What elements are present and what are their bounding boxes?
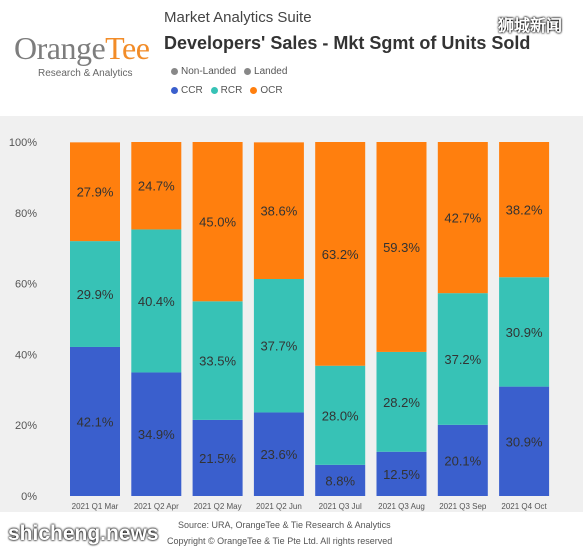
legend-label: Non-Landed <box>181 66 237 77</box>
legend-item-rcr[interactable]: RCR <box>210 85 243 96</box>
bar-segment-ocr[interactable] <box>437 142 488 294</box>
suite-name: Market Analytics Suite <box>164 9 312 26</box>
data-label: 37.7% <box>260 339 297 354</box>
legend-dot-ccr <box>171 87 178 94</box>
data-label: 28.2% <box>383 395 420 410</box>
data-label: 37.2% <box>444 352 481 367</box>
legend-market-segment: CCR RCR OCR <box>171 85 283 96</box>
watermark-bottom: shicheng.news <box>8 522 159 545</box>
bar-segment-rcr[interactable] <box>70 241 120 347</box>
data-label: 29.9% <box>77 287 114 302</box>
data-label: 34.9% <box>138 427 175 442</box>
data-label: 38.6% <box>260 204 297 219</box>
data-label: 42.1% <box>77 414 114 429</box>
logo-text-a: Orange <box>14 30 106 66</box>
chart-header: OrangeTee Research & Analytics Market An… <box>0 0 583 110</box>
bar-segment-ocr[interactable] <box>70 142 120 242</box>
bar-segment-rcr[interactable] <box>376 351 427 452</box>
data-label: 20.1% <box>444 453 481 468</box>
bar-segment-rcr[interactable] <box>253 278 304 413</box>
data-label: 63.2% <box>322 247 359 262</box>
source-note: Source: URA, OrangeTee & Tie Research & … <box>178 520 391 530</box>
y-tick-label: 60% <box>15 279 37 291</box>
legend-label: OCR <box>260 85 283 96</box>
data-label: 27.9% <box>77 185 114 200</box>
data-label: 45.0% <box>199 215 236 230</box>
x-tick-label: 2021 Q3 Jul <box>319 502 362 511</box>
orangetee-logo: OrangeTee Research & Analytics <box>14 30 150 79</box>
legend-item-landed[interactable]: Landed <box>244 66 287 77</box>
bar-segment-ccr[interactable] <box>315 464 366 496</box>
logo-wordmark: OrangeTee <box>14 30 150 66</box>
bar-segment-ccr[interactable] <box>499 386 550 496</box>
bar-segment-rcr[interactable] <box>315 365 366 465</box>
data-label: 40.4% <box>138 294 175 309</box>
chart-footer: Source: URA, OrangeTee & Tie Research & … <box>0 512 583 549</box>
legend-label: Landed <box>254 66 288 77</box>
y-tick-label: 100% <box>9 137 37 149</box>
legend-label: CCR <box>181 85 203 96</box>
legend-item-ocr[interactable]: OCR <box>250 85 283 96</box>
bar-segment-ocr[interactable] <box>192 142 243 302</box>
bar-segment-ocr[interactable] <box>253 142 304 279</box>
x-tick-label: 2021 Q3 Aug <box>378 502 425 511</box>
legend-item-ccr[interactable]: CCR <box>171 85 203 96</box>
watermark-top: 狮城新闻 <box>498 18 563 35</box>
bar-segment-ocr[interactable] <box>376 142 427 352</box>
data-label: 38.2% <box>506 203 543 218</box>
data-label: 42.7% <box>444 211 481 226</box>
y-tick-label: 20% <box>15 420 37 432</box>
bar-segment-ocr[interactable] <box>499 142 550 278</box>
x-tick-label: 2021 Q2 May <box>194 502 242 511</box>
x-tick-label: 2021 Q1 Mar <box>72 502 119 511</box>
copyright-note: Copyright © OrangeTee & Tie Pte Ltd. All… <box>167 536 393 546</box>
y-tick-label: 40% <box>15 349 37 361</box>
bar-segment-ocr[interactable] <box>315 142 366 366</box>
bar-segment-ocr[interactable] <box>131 142 182 230</box>
x-tick-label: 2021 Q4 Oct <box>501 502 547 511</box>
data-label: 12.5% <box>383 467 420 482</box>
x-tick-label: 2021 Q2 Jun <box>256 502 302 511</box>
data-label: 28.0% <box>322 408 359 423</box>
legend-dot-non-landed <box>171 68 178 75</box>
bar-segment-ccr[interactable] <box>376 451 427 496</box>
data-label: 30.9% <box>506 434 543 449</box>
legend-item-non-landed[interactable]: Non-Landed <box>171 66 236 77</box>
bar-segment-rcr[interactable] <box>437 293 488 425</box>
y-tick-label: 80% <box>15 208 37 220</box>
y-tick-label: 0% <box>21 491 37 503</box>
x-tick-label: 2021 Q2 Apr <box>134 502 179 511</box>
data-label: 23.6% <box>260 447 297 462</box>
legend-segment-type: Non-Landed Landed <box>171 66 287 77</box>
bar-segment-ccr[interactable] <box>131 372 182 496</box>
bar-segment-rcr[interactable] <box>499 277 550 387</box>
legend-dot-landed <box>244 68 252 75</box>
logo-subtitle: Research & Analytics <box>38 68 133 79</box>
data-label: 59.3% <box>383 240 420 255</box>
bar-segment-ccr[interactable] <box>253 412 304 496</box>
bar-segment-rcr[interactable] <box>192 301 243 420</box>
legend-label: RCR <box>220 85 243 96</box>
logo-text-b: Tee <box>105 30 150 66</box>
data-label: 8.8% <box>325 473 355 488</box>
x-tick-label: 2021 Q3 Sep <box>439 502 487 511</box>
legend-dot-rcr <box>210 87 218 94</box>
stacked-bar-chart: 0% 20% 40% 60% 80% 100% 42.1% 29.9% 27.9% 2021 Q1… <box>9 137 550 511</box>
legend-dot-ocr <box>250 87 258 94</box>
bar-segment-ccr[interactable] <box>192 419 243 496</box>
data-label: 21.5% <box>199 451 236 466</box>
bar-segment-ccr[interactable] <box>70 346 120 496</box>
data-label: 24.7% <box>138 179 175 194</box>
data-label: 30.9% <box>506 325 543 340</box>
chart-title: Developers' Sales - Mkt Sgmt of Units So… <box>164 33 531 53</box>
data-label: 33.5% <box>199 354 236 369</box>
bar-segment-rcr[interactable] <box>131 229 182 373</box>
bar-segment-ccr[interactable] <box>437 424 488 496</box>
